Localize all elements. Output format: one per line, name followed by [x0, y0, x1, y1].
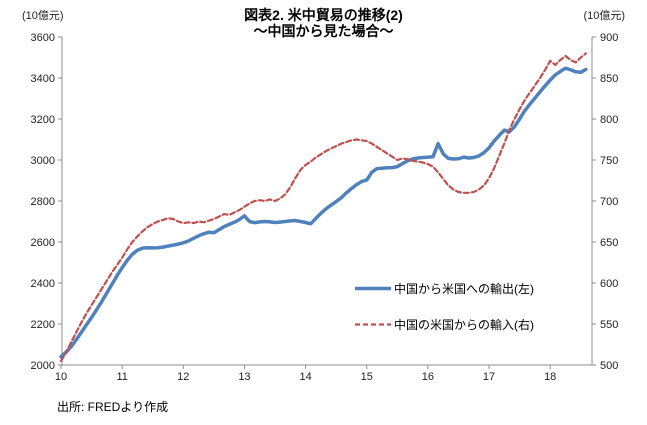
solid-line-swatch [355, 286, 391, 291]
chart-title-line2: ～中国から見た場合～ [253, 23, 394, 39]
x-axis-tick-label: 18 [544, 371, 556, 383]
right-axis-tick-label: 900 [600, 32, 618, 44]
chart-legend: 中国から米国への輸出(左) 中国の米国からの輸入(右) [354, 280, 534, 352]
left-axis-tick-label: 3000 [31, 155, 55, 167]
x-axis-tick-label: 15 [361, 371, 373, 383]
right-axis-tick-label: 700 [600, 196, 618, 208]
x-axis-tick-label: 16 [422, 371, 434, 383]
legend-item-imports: 中国の米国からの輸入(右) [354, 316, 534, 333]
left-axis-tick-label: 2000 [31, 360, 55, 372]
left-axis-tick-label: 3400 [31, 73, 55, 85]
right-axis-tick-label: 500 [600, 360, 618, 372]
legend-label-exports: 中国から米国への輸出(左) [394, 282, 534, 296]
right-axis-tick-label: 600 [600, 278, 618, 290]
x-axis-tick-label: 13 [238, 371, 250, 383]
x-axis-tick-label: 10 [55, 371, 67, 383]
x-axis-tick-label: 14 [299, 371, 311, 383]
left-axis-tick-label: 2200 [31, 319, 55, 331]
left-axis-tick-label: 2600 [31, 237, 55, 249]
left-axis-unit-label: (10億元) [22, 10, 64, 22]
right-axis-tick-label: 550 [600, 319, 618, 331]
right-axis-tick-label: 650 [600, 237, 618, 249]
left-axis-tick-label: 2800 [31, 196, 55, 208]
x-axis-tick-label: 17 [483, 371, 495, 383]
right-axis-tick-label: 750 [600, 155, 618, 167]
legend-item-exports: 中国から米国への輸出(左) [354, 280, 534, 297]
imports-line-series [59, 52, 588, 362]
source-note: 出所: FREDより作成 [57, 400, 169, 414]
left-axis-tick-label: 3600 [31, 32, 55, 44]
right-axis-tick-label: 850 [600, 73, 618, 85]
dashed-line-swatch [355, 323, 391, 326]
legend-label-imports: 中国の米国からの輸入(右) [394, 318, 534, 332]
right-axis-tick-label: 800 [600, 114, 618, 126]
left-axis-tick-label: 3200 [31, 114, 55, 126]
x-axis-tick-label: 12 [177, 371, 189, 383]
chart-title: 図表2. 米中貿易の推移(2) ～中国から見た場合～ [0, 7, 647, 39]
right-axis-unit-label: (10億元) [583, 10, 625, 22]
chart-title-line1: 図表2. 米中貿易の推移(2) [244, 7, 403, 23]
x-axis-tick-label: 11 [116, 371, 127, 383]
left-axis-tick-label: 2400 [31, 278, 55, 290]
exports-line-series [59, 66, 588, 359]
